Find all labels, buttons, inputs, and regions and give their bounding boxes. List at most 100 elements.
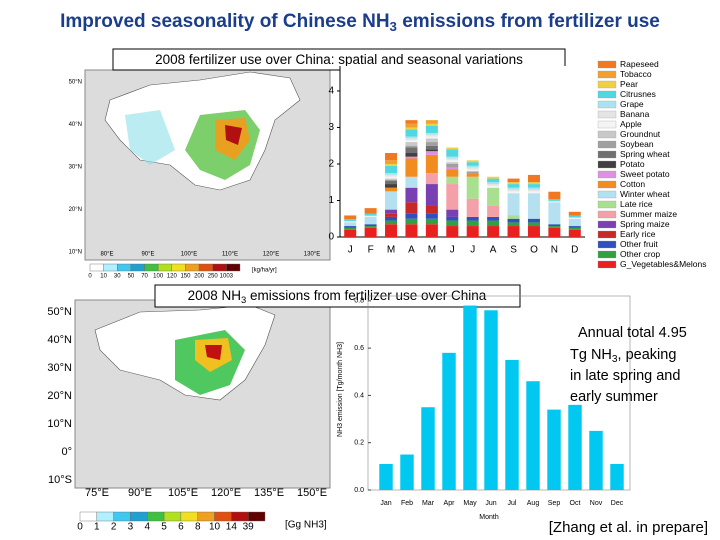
colorbar-label: 70 [141, 274, 148, 280]
bar-segment [364, 213, 377, 216]
legend-label: G_Vegetables&Melons [620, 259, 706, 269]
x-tick-label: S [510, 245, 517, 256]
bar-segment [364, 208, 377, 214]
x-tick-label: M [428, 245, 436, 256]
x-tick-label: J [470, 245, 475, 256]
bar-segment [466, 160, 479, 163]
bar-segment [487, 205, 500, 217]
colorbar-cell [171, 263, 186, 272]
bar-segment [466, 162, 479, 166]
colorbar-label: 50 [128, 274, 135, 280]
bar-segment [527, 184, 540, 188]
bar-segment [405, 142, 418, 146]
bar-segment [446, 158, 459, 161]
annotation-part: Tg NH [570, 347, 612, 363]
map-shading [125, 110, 175, 165]
x-tick-label: Nov [590, 500, 603, 507]
legend-label: Apple [620, 119, 642, 129]
bar-segment [527, 218, 540, 223]
x-tick-label: Jan [380, 500, 391, 507]
legend-label: Spring maize [620, 219, 670, 229]
bar-segment [548, 199, 561, 201]
bar-segment [548, 200, 561, 202]
lon-label: 90°E [141, 252, 154, 258]
bar-segment [385, 213, 398, 217]
lon-label: 130°E [304, 252, 320, 258]
bar-segment [344, 227, 357, 230]
colorbar-cell [198, 263, 213, 272]
legend-label: Early rice [620, 229, 656, 239]
bar-segment [425, 142, 438, 146]
colorbar-cell [163, 511, 182, 522]
bar-segment [385, 178, 398, 181]
bar-segment [405, 129, 418, 137]
bar-segment [385, 184, 398, 188]
colorbar-cell [96, 511, 114, 522]
colorbar-cell [180, 511, 198, 522]
bar-segment [344, 229, 357, 237]
bar-segment [405, 147, 418, 154]
legend-label: Cotton [620, 179, 645, 189]
colorbar-unit: [Gg NH3] [285, 520, 327, 531]
colorbar-label: 0 [88, 274, 92, 280]
plot-area [340, 66, 585, 237]
annotation-line: Annual total 4.95 [578, 325, 687, 341]
colorbar-cell [113, 511, 131, 522]
lat-label: 30°N [47, 362, 72, 374]
bar-segment [364, 224, 377, 227]
y-tick-label: 0.0 [354, 487, 364, 494]
bar-segment [487, 185, 500, 188]
panel-title: 2008 NH3 emissions from fertilizer use o… [188, 288, 487, 306]
bar-segment [466, 173, 479, 177]
legend-label: Groundnut [620, 129, 661, 139]
colorbar-cell [130, 263, 145, 272]
bar-segment [466, 176, 479, 199]
bar [421, 407, 435, 490]
bar-segment [344, 222, 357, 227]
annotation-part: early summer [570, 389, 658, 405]
x-tick-label: J [450, 245, 455, 256]
bar-segment [487, 178, 500, 183]
bar-segment [466, 165, 479, 168]
colorbar-cell [89, 263, 104, 272]
bar [505, 359, 519, 490]
bar [379, 463, 393, 490]
lat-label: 10°N [47, 418, 72, 430]
bar-segment [466, 220, 479, 227]
lon-label: 110°E [222, 252, 238, 258]
colorbar-cell [144, 263, 159, 272]
lat-label: 10°N [69, 250, 82, 256]
title-part: emissions from fertilizer use [397, 11, 660, 32]
y-tick-label: 0 [328, 232, 334, 243]
lon-label: 120°E [211, 487, 241, 499]
bar [484, 310, 498, 490]
x-tick-label: Sep [548, 500, 561, 507]
bar-segment [405, 153, 418, 157]
bar-segment [507, 226, 520, 237]
bar-segment [446, 149, 459, 157]
legend-label: Other fruit [620, 239, 658, 249]
bar-segment [385, 176, 398, 179]
bar-segment [487, 182, 500, 185]
bar-segment [425, 138, 438, 143]
bar-segment [425, 123, 438, 126]
bar-segment [507, 184, 520, 188]
bar-segment [425, 134, 438, 137]
slide-title: Improved seasonality of Chinese NH3 emis… [60, 11, 660, 34]
lat-label: 20°N [69, 207, 82, 213]
bar-segment [466, 167, 479, 170]
x-tick-label: A [490, 245, 497, 256]
bar-segment [548, 227, 561, 237]
legend-label: Spring wheat [620, 149, 670, 159]
bar-segment [364, 227, 377, 237]
bar-segment [446, 176, 459, 185]
bar-segment [507, 191, 520, 194]
legend-label: Summer maize [620, 209, 677, 219]
panel-title-part: emissions from fertilizer use over China [246, 288, 487, 303]
x-tick-label: Oct [570, 500, 581, 507]
bar-segment [425, 205, 438, 214]
y-tick-label: 0.2 [354, 440, 364, 447]
lat-label: 0° [61, 446, 72, 458]
colorbar-cell [147, 511, 165, 522]
lon-label: 80°E [100, 252, 113, 258]
